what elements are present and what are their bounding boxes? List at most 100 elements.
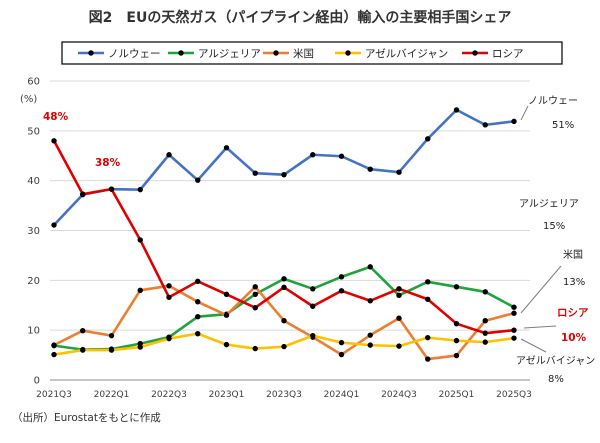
data-point [51,351,57,358]
data-point [511,335,517,341]
legend-marker [178,50,184,56]
data-point [310,152,316,158]
russia-start-label: 48% [43,111,69,123]
data-point [453,352,460,359]
x-tick-label: 2023Q1 [209,390,245,400]
data-point [482,289,488,295]
data-point [367,332,373,338]
data-point [338,351,345,358]
russia-2022q1-label: 38% [95,157,121,169]
azerbaijan-end-value: 8% [548,374,564,385]
series-layer [51,107,517,362]
data-point [166,335,172,342]
y-tick-label: 60 [27,77,40,88]
data-point [310,303,316,309]
data-point [80,327,86,334]
y-tick-label: 0 [34,376,40,387]
data-point [252,345,258,352]
russia-end-value: 10% [561,332,587,344]
us-end-value: 13% [563,277,585,288]
x-tick-label: 2022Q3 [151,390,187,400]
russia-leader-line [523,325,557,329]
data-point [511,118,517,125]
data-point [338,288,345,294]
data-point [310,332,316,339]
grid [50,80,530,381]
data-point [252,284,258,290]
data-point [511,327,517,333]
data-point [166,152,172,158]
data-point [511,304,517,310]
series-0 [51,107,517,228]
norway-end-value: 51% [552,120,574,131]
x-tick-label: 2024Q1 [324,390,360,400]
series-2 [51,283,517,362]
data-point [108,186,115,192]
data-point [281,276,287,282]
annotations: (%) 48% 38% ノルウェー 51% アルジェリア 15% 米国 13% … [20,94,595,385]
data-point [425,279,431,285]
legend-marker [88,50,94,56]
axes: 0 10 20 30 40 50 60 2021Q3 2022Q1 2022Q3 2023Q1 202… [27,77,532,401]
data-point [425,136,431,142]
data-point [367,264,373,270]
legend-label: ロシア [492,48,524,60]
data-point [51,222,57,228]
x-tick-label: 2022Q1 [94,390,130,400]
data-point [453,284,460,290]
azerbaijan-end-name: アゼルバイジャン [516,355,595,367]
source-note: （出所）Eurostatをもとに作成 [12,411,161,424]
data-point [137,186,143,193]
data-point [195,314,201,320]
data-point [396,343,402,349]
data-point [396,286,402,292]
data-point [281,171,287,178]
data-point [453,107,460,113]
series-3 [51,330,517,358]
data-point [195,299,201,305]
us-leader-line [520,265,562,314]
data-point [137,237,143,243]
legend-marker [472,50,478,56]
data-point [137,344,143,350]
data-point [482,317,488,324]
data-point [51,342,57,348]
data-point [482,339,488,345]
data-point [223,341,230,348]
data-point [511,310,517,316]
data-point [108,332,115,339]
data-point [396,292,402,298]
data-point [223,145,230,151]
x-tick-label: 2023Q3 [266,390,302,400]
data-point [425,334,431,341]
data-point [223,312,230,318]
norway-end-name: ノルウェー [528,95,578,107]
data-point [252,170,258,176]
y-tick-label: 40 [27,176,40,187]
legend-label: アゼルバイジャン [365,48,448,60]
data-point [396,315,402,321]
data-point [281,317,287,324]
data-point [453,320,460,327]
data-point [195,278,201,285]
data-point [425,296,431,302]
data-point [166,294,172,300]
legend: ノルウェー アルジェリア 米国 アゼルバイジャン ロシア [61,41,563,65]
series-line [52,140,515,335]
data-point [367,298,373,304]
legend-label: ノルウェー [108,48,161,60]
x-tick-label: 2024Q3 [381,390,417,400]
legend-marker [345,50,351,56]
us-end-name: 米国 [563,248,583,261]
data-point [51,138,57,144]
y-tick-label: 30 [27,226,40,237]
data-point [310,286,316,292]
data-point [482,122,488,128]
y-tick-label: 50 [27,126,40,137]
x-tick-label: 2025Q3 [496,390,532,400]
legend-marker [273,50,279,56]
data-point [396,169,402,175]
legend-label: アルジェリア [198,48,261,60]
legend-label: 米国 [293,47,314,60]
